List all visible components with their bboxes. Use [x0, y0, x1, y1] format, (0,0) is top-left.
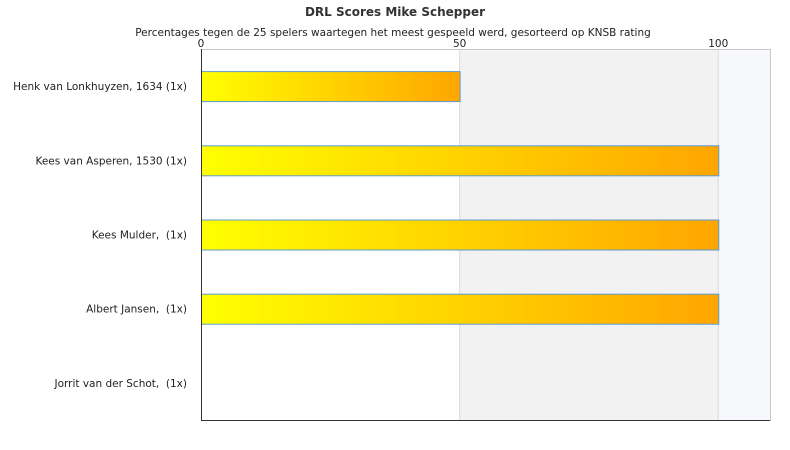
bar: [201, 71, 461, 103]
bar: [201, 293, 720, 325]
category-label: Henk van Lonkhuyzen, 1634 (1x): [13, 81, 187, 93]
category-labels: Henk van Lonkhuyzen, 1634 (1x) Kees van A…: [13, 81, 187, 390]
chart-title: DRL Scores Mike Schepper: [305, 5, 485, 19]
bar: [201, 145, 720, 177]
category-label: Albert Jansen, (1x): [86, 304, 187, 316]
chart-subtitle: Percentages tegen de 25 spelers waartege…: [135, 27, 651, 39]
plot-frame: [201, 49, 771, 421]
x-tick-label: 100: [708, 38, 728, 50]
category-label: Kees Mulder, (1x): [92, 230, 187, 242]
background-band: [718, 49, 770, 420]
x-axis-ticks: 0 50 100: [198, 38, 729, 50]
category-label: Jorrit van der Schot, (1x): [54, 378, 188, 390]
bar: [201, 219, 720, 251]
x-tick-label: 0: [198, 38, 205, 50]
x-tick-label: 50: [453, 38, 466, 50]
category-label: Kees van Asperen, 1530 (1x): [35, 155, 187, 167]
